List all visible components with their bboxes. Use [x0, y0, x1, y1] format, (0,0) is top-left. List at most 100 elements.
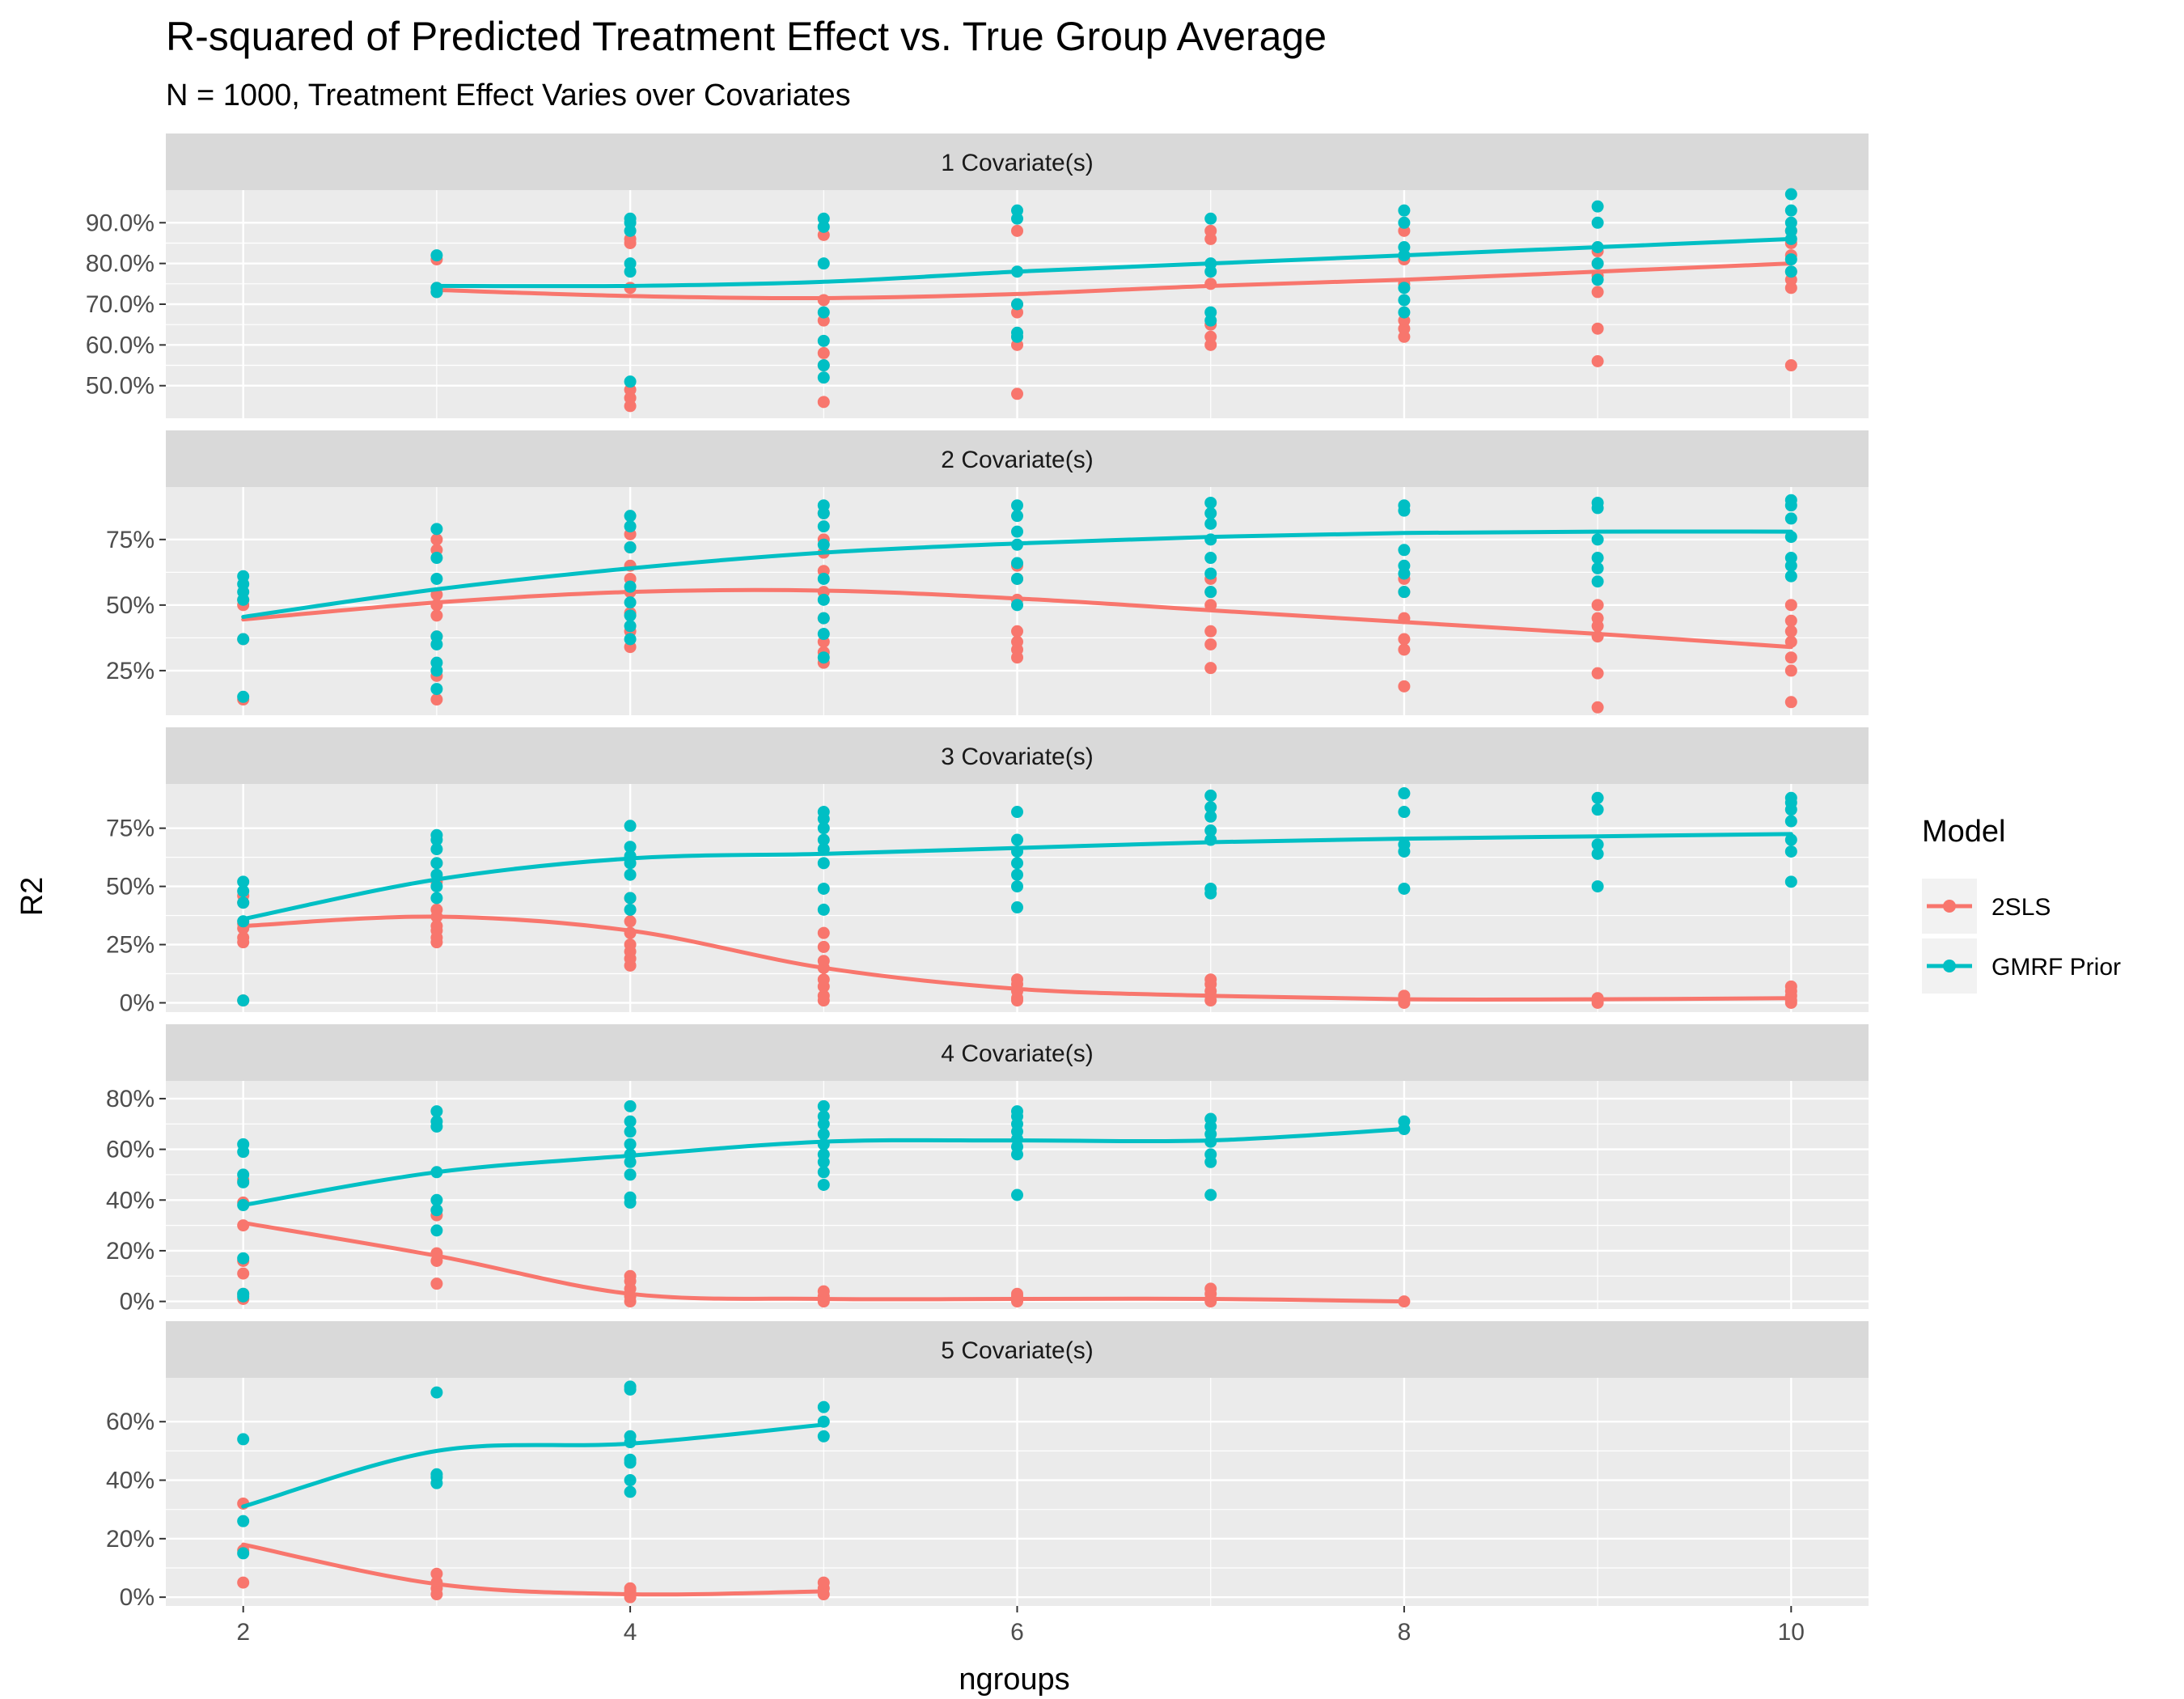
- data-point: [817, 989, 830, 1002]
- data-point: [237, 994, 250, 1007]
- data-point: [1591, 257, 1604, 270]
- data-point: [1204, 306, 1217, 319]
- y-tick-label: 40%: [106, 1468, 154, 1494]
- data-point: [624, 820, 637, 833]
- data-point: [1591, 803, 1604, 816]
- facet-strip: [166, 133, 1869, 190]
- legend-key-point: [1943, 960, 1956, 972]
- data-point: [1784, 531, 1797, 544]
- y-tick-label: 90.0%: [86, 210, 154, 236]
- data-point: [624, 915, 637, 928]
- data-point: [237, 931, 250, 944]
- y-tick-label: 40%: [106, 1187, 154, 1214]
- data-point: [1011, 880, 1023, 893]
- data-point: [624, 633, 637, 646]
- facet-panels: 1 Covariate(s) 50.0% 60.0% 70.0% 80.0% 90.0% 2…: [86, 133, 1869, 1611]
- series-gmrf-prior: [430, 188, 1797, 388]
- y-tick-label: 60%: [106, 1137, 154, 1163]
- data-point: [817, 806, 830, 819]
- data-point: [1011, 1105, 1023, 1118]
- data-point: [817, 903, 830, 916]
- data-point: [1011, 510, 1023, 523]
- data-point: [817, 1148, 830, 1161]
- facet-strip-label: 5 Covariate(s): [941, 1337, 1093, 1364]
- data-point: [430, 1277, 443, 1290]
- series-gmrf-prior: [237, 494, 1797, 703]
- trend-line: [241, 1127, 1407, 1208]
- data-point: [430, 572, 443, 585]
- data-point: [1591, 612, 1604, 625]
- data-point: [817, 955, 830, 968]
- data-point: [1591, 599, 1604, 612]
- facet-strip-label: 2 Covariate(s): [941, 447, 1093, 473]
- data-point: [817, 882, 830, 895]
- data-point: [1204, 1112, 1217, 1125]
- data-point: [1398, 306, 1411, 319]
- data-point: [624, 1115, 637, 1128]
- chart-subtitle: N = 1000, Treatment Effect Varies over C…: [166, 78, 851, 112]
- data-point: [1204, 506, 1217, 519]
- trend-line: [241, 529, 1793, 619]
- y-tick-label: 50%: [106, 874, 154, 900]
- data-point: [817, 1178, 830, 1191]
- data-point: [817, 926, 830, 939]
- data-point: [237, 690, 250, 703]
- data-point: [1398, 643, 1411, 656]
- legend-title: Model: [1922, 815, 2006, 849]
- series-gmrf-prior: [237, 787, 1797, 1007]
- facet-strip-label: 3 Covariate(s): [941, 744, 1093, 770]
- data-point: [624, 1269, 637, 1282]
- data-point: [817, 538, 830, 551]
- data-point: [1398, 282, 1411, 294]
- x-axis: 2 4 6 8 10: [236, 1606, 1805, 1646]
- data-point: [1398, 787, 1411, 800]
- data-point: [1011, 635, 1023, 648]
- y-tick-label: 50%: [106, 592, 154, 619]
- chart-title: R-squared of Predicted Treatment Effect …: [166, 14, 1327, 59]
- data-point: [817, 593, 830, 606]
- data-point: [817, 346, 830, 359]
- data-point: [430, 249, 443, 262]
- series-gmrf-prior: [237, 1099, 1411, 1303]
- data-point: [1011, 326, 1023, 339]
- data-point: [1591, 667, 1604, 680]
- data-point: [1204, 330, 1217, 343]
- series-2sls: [237, 1173, 1411, 1308]
- legend-item: 2SLS: [1922, 879, 2051, 934]
- legend-item: GMRF Prior: [1922, 938, 2121, 994]
- data-point: [1204, 517, 1217, 530]
- data-point: [1784, 614, 1797, 627]
- facet-strip: [166, 727, 1869, 784]
- data-point: [1204, 1282, 1217, 1295]
- data-point: [624, 596, 637, 609]
- data-point: [1011, 572, 1023, 585]
- data-point: [817, 212, 830, 225]
- data-point: [1591, 880, 1604, 893]
- y-tick-label: 70.0%: [86, 291, 154, 318]
- y-tick-label: 20%: [106, 1526, 154, 1553]
- data-point: [624, 938, 637, 951]
- data-point: [624, 510, 637, 523]
- facet-panel: 5 Covariate(s) 0% 20% 40% 60%: [106, 1321, 1869, 1611]
- data-point: [1784, 512, 1797, 525]
- data-point: [817, 1430, 830, 1443]
- data-point: [624, 1430, 637, 1443]
- data-point: [624, 1582, 637, 1595]
- data-point: [1784, 570, 1797, 583]
- data-point: [817, 520, 830, 533]
- data-point: [237, 1138, 250, 1150]
- data-point: [1784, 253, 1797, 266]
- data-point: [430, 828, 443, 841]
- data-point: [1591, 496, 1604, 509]
- data-point: [624, 580, 637, 593]
- data-point: [1011, 224, 1023, 237]
- data-point: [624, 841, 637, 854]
- data-point: [1011, 204, 1023, 217]
- data-point: [817, 1166, 830, 1179]
- data-point: [1591, 355, 1604, 367]
- facet-panel: 4 Covariate(s) 0% 20% 40% 60% 80%: [106, 1024, 1869, 1316]
- data-point: [817, 334, 830, 347]
- data-point: [430, 533, 443, 546]
- data-point: [430, 920, 443, 933]
